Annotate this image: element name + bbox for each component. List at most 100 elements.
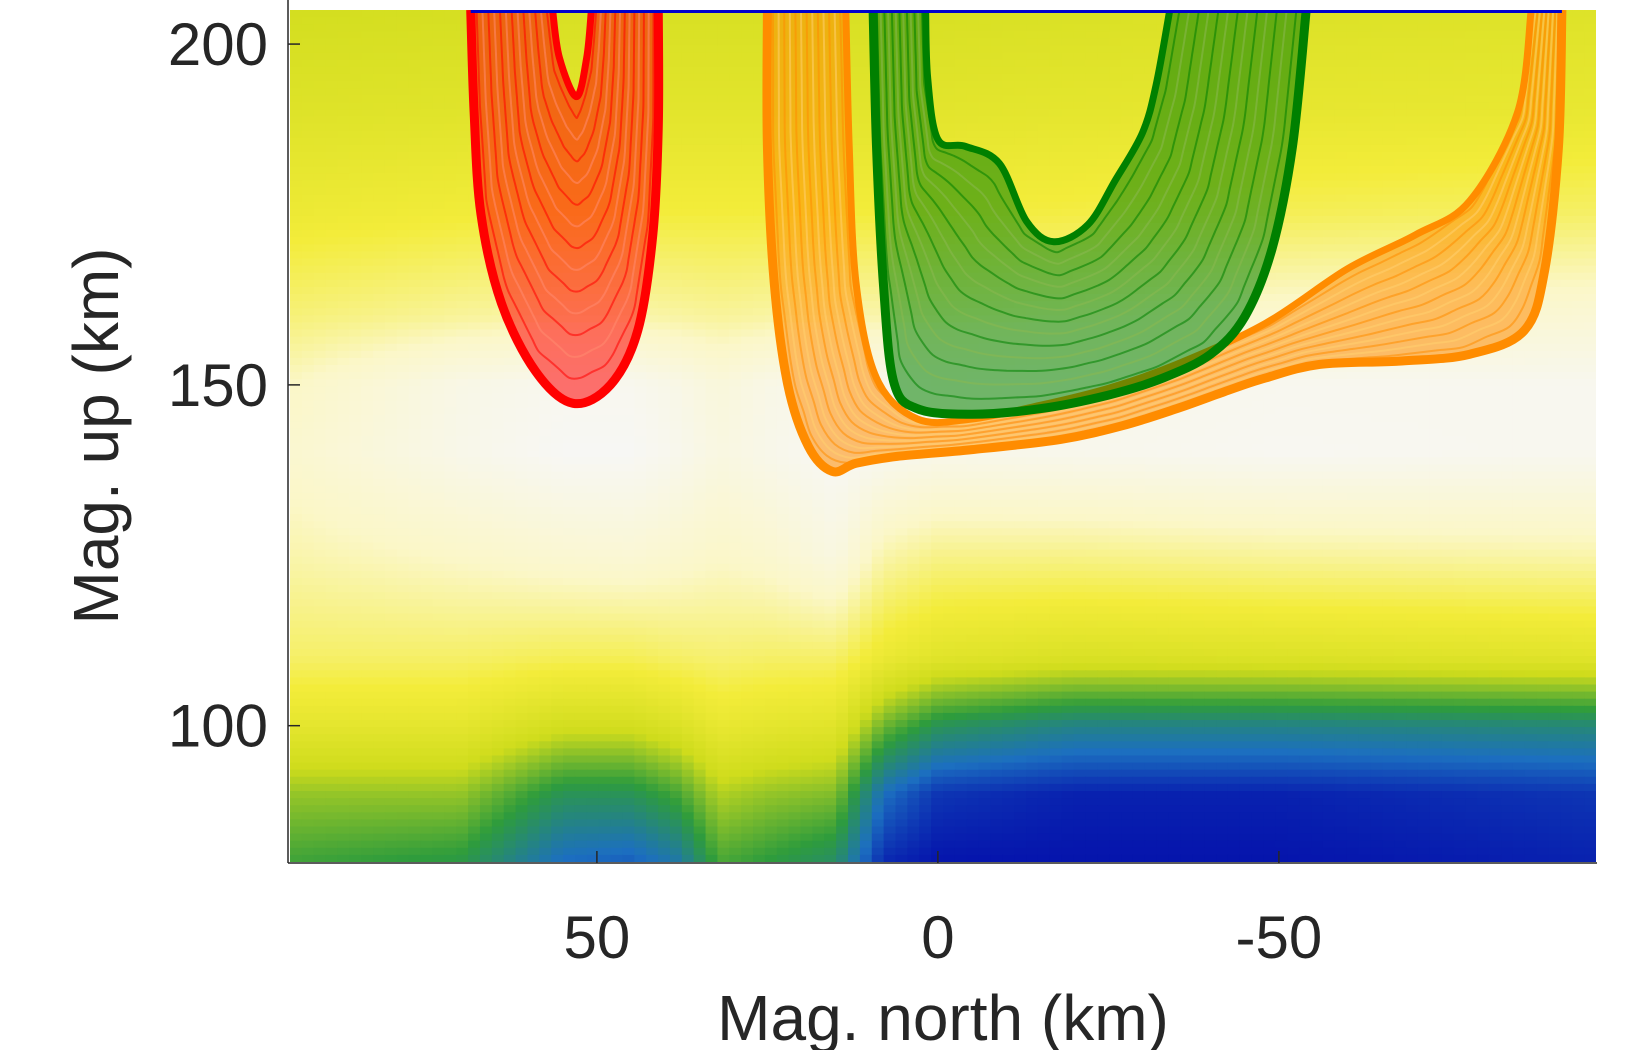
field-cell <box>859 201 873 210</box>
field-cell <box>990 24 1004 33</box>
field-cell <box>658 73 671 82</box>
field-cell <box>361 38 374 47</box>
field-cell <box>1358 144 1372 153</box>
field-cell <box>1441 109 1455 118</box>
field-cell <box>954 137 968 146</box>
field-cell <box>1097 102 1111 111</box>
field-cell <box>313 130 327 139</box>
field-cell <box>717 265 731 274</box>
field-cell <box>1512 45 1526 54</box>
field-cell <box>1121 31 1134 40</box>
field-cell <box>729 159 742 167</box>
field-cell <box>456 251 469 260</box>
field-cell <box>408 201 422 210</box>
field-cell <box>1477 123 1490 132</box>
field-cell <box>1287 286 1300 295</box>
field-cell <box>1406 31 1419 40</box>
field-cell <box>1441 180 1455 189</box>
field-cell <box>1572 230 1585 238</box>
field-cell <box>1489 31 1502 40</box>
field-cell <box>290 166 303 175</box>
field-cell <box>1322 59 1336 68</box>
field-cell <box>456 322 469 331</box>
field-cell <box>717 45 731 54</box>
field-cell <box>1477 10 1490 18</box>
field-cell <box>1382 45 1395 54</box>
field-cell <box>468 215 481 224</box>
field-cell <box>456 31 469 40</box>
field-cell <box>1512 31 1526 40</box>
field-cell <box>669 329 683 338</box>
field-cell <box>1014 24 1027 33</box>
field-cell <box>1014 144 1027 153</box>
field-cell <box>373 258 386 267</box>
field-cell <box>361 152 374 160</box>
field-cell <box>990 137 1004 146</box>
field-cell <box>1406 123 1419 132</box>
field-cell <box>705 173 719 182</box>
field-cell <box>1370 45 1384 54</box>
field-cell <box>1026 137 1039 146</box>
field-cell <box>1394 59 1407 68</box>
field-cell <box>1429 95 1443 104</box>
field-cell <box>717 208 731 217</box>
field-cell <box>1299 265 1312 274</box>
field-cell <box>1037 59 1051 68</box>
field-cell <box>420 123 434 132</box>
field-cell <box>420 173 434 182</box>
field-cell <box>313 17 327 25</box>
field-cell <box>456 194 469 203</box>
field-cell <box>1453 52 1467 61</box>
field-cell <box>705 144 719 153</box>
field-cell <box>741 215 754 224</box>
field-cell <box>432 208 446 217</box>
field-cell <box>384 329 398 338</box>
field-cell <box>1370 59 1384 68</box>
field-cell <box>658 130 671 139</box>
field-cell <box>1121 17 1134 25</box>
field-cell <box>1465 137 1479 146</box>
field-cell <box>848 73 861 82</box>
field-cell <box>373 52 386 61</box>
field-cell <box>432 66 446 75</box>
field-cell <box>1073 95 1087 104</box>
field-cell <box>444 152 458 160</box>
field-cell <box>1311 17 1324 25</box>
field-cell <box>1382 223 1395 231</box>
field-cell <box>1370 244 1384 253</box>
field-cell <box>444 329 458 338</box>
field-cell <box>1322 173 1336 182</box>
field-cell <box>1061 123 1075 132</box>
field-cell <box>848 180 861 189</box>
field-cell <box>337 265 351 274</box>
field-cell <box>646 294 659 302</box>
field-cell <box>1097 24 1111 33</box>
field-cell <box>1299 95 1312 104</box>
field-cell <box>669 208 683 217</box>
field-cell <box>717 201 731 210</box>
field-cell <box>349 223 363 231</box>
field-cell <box>646 272 659 281</box>
field-cell <box>1121 130 1134 139</box>
field-cell <box>290 109 303 118</box>
field-cell <box>753 130 766 139</box>
field-cell <box>658 258 671 267</box>
field-cell <box>729 187 742 196</box>
field-cell <box>729 88 742 96</box>
field-cell <box>669 223 683 231</box>
field-cell <box>1346 73 1360 82</box>
field-cell <box>408 251 422 260</box>
field-cell <box>693 152 707 160</box>
field-cell <box>432 166 446 175</box>
field-cell <box>1346 45 1360 54</box>
field-cell <box>1429 116 1443 125</box>
field-cell <box>1311 73 1324 82</box>
field-cell <box>325 286 339 295</box>
field-cell <box>349 59 363 68</box>
field-cell <box>420 286 434 295</box>
field-cell <box>1346 116 1360 125</box>
field-cell <box>373 315 386 324</box>
field-cell <box>1560 194 1574 203</box>
field-cell <box>420 329 434 338</box>
field-cell <box>1299 137 1312 146</box>
